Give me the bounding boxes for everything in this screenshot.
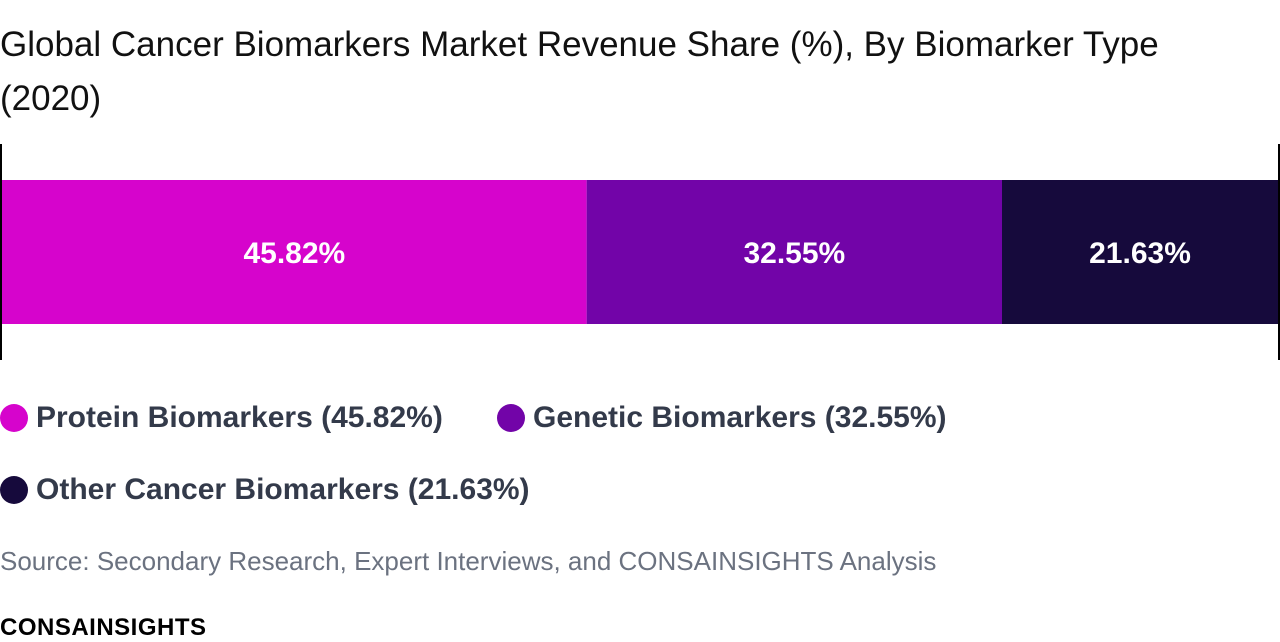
bar-label-protein: 45.82% (243, 237, 345, 270)
chart-area: 45.82% 32.55% 21.63% (0, 144, 1280, 360)
legend-item-genetic: Genetic Biomarkers (32.55%) (497, 388, 947, 448)
legend-item-protein: Protein Biomarkers (45.82%) (0, 388, 443, 448)
bar-segment-other (1002, 180, 1278, 324)
source-note: Source: Secondary Research, Expert Inter… (0, 546, 937, 576)
legend-swatch-protein (0, 404, 28, 432)
legend-label-other: Other Cancer Biomarkers (21.63%) (36, 473, 530, 506)
chart-title: Global Cancer Biomarkers Market Revenue … (0, 25, 1159, 118)
brand-logo-text: CONSAINSIGHTS (0, 614, 207, 641)
legend-label-genetic: Genetic Biomarkers (32.55%) (533, 401, 947, 434)
legend-label-protein: Protein Biomarkers (45.82%) (36, 401, 443, 434)
stacked-bar-chart: 45.82% 32.55% 21.63% (0, 144, 1280, 360)
bar-segment-protein (2, 180, 587, 324)
bar-segments: 45.82% 32.55% 21.63% (2, 180, 1278, 324)
legend-swatch-other (0, 476, 28, 504)
bar-label-other: 21.63% (1089, 237, 1191, 270)
bar-segment-genetic (586, 180, 1003, 324)
bar-label-genetic: 32.55% (743, 237, 845, 270)
legend-item-other: Other Cancer Biomarkers (21.63%) (0, 460, 530, 520)
legend-swatch-genetic (497, 404, 525, 432)
